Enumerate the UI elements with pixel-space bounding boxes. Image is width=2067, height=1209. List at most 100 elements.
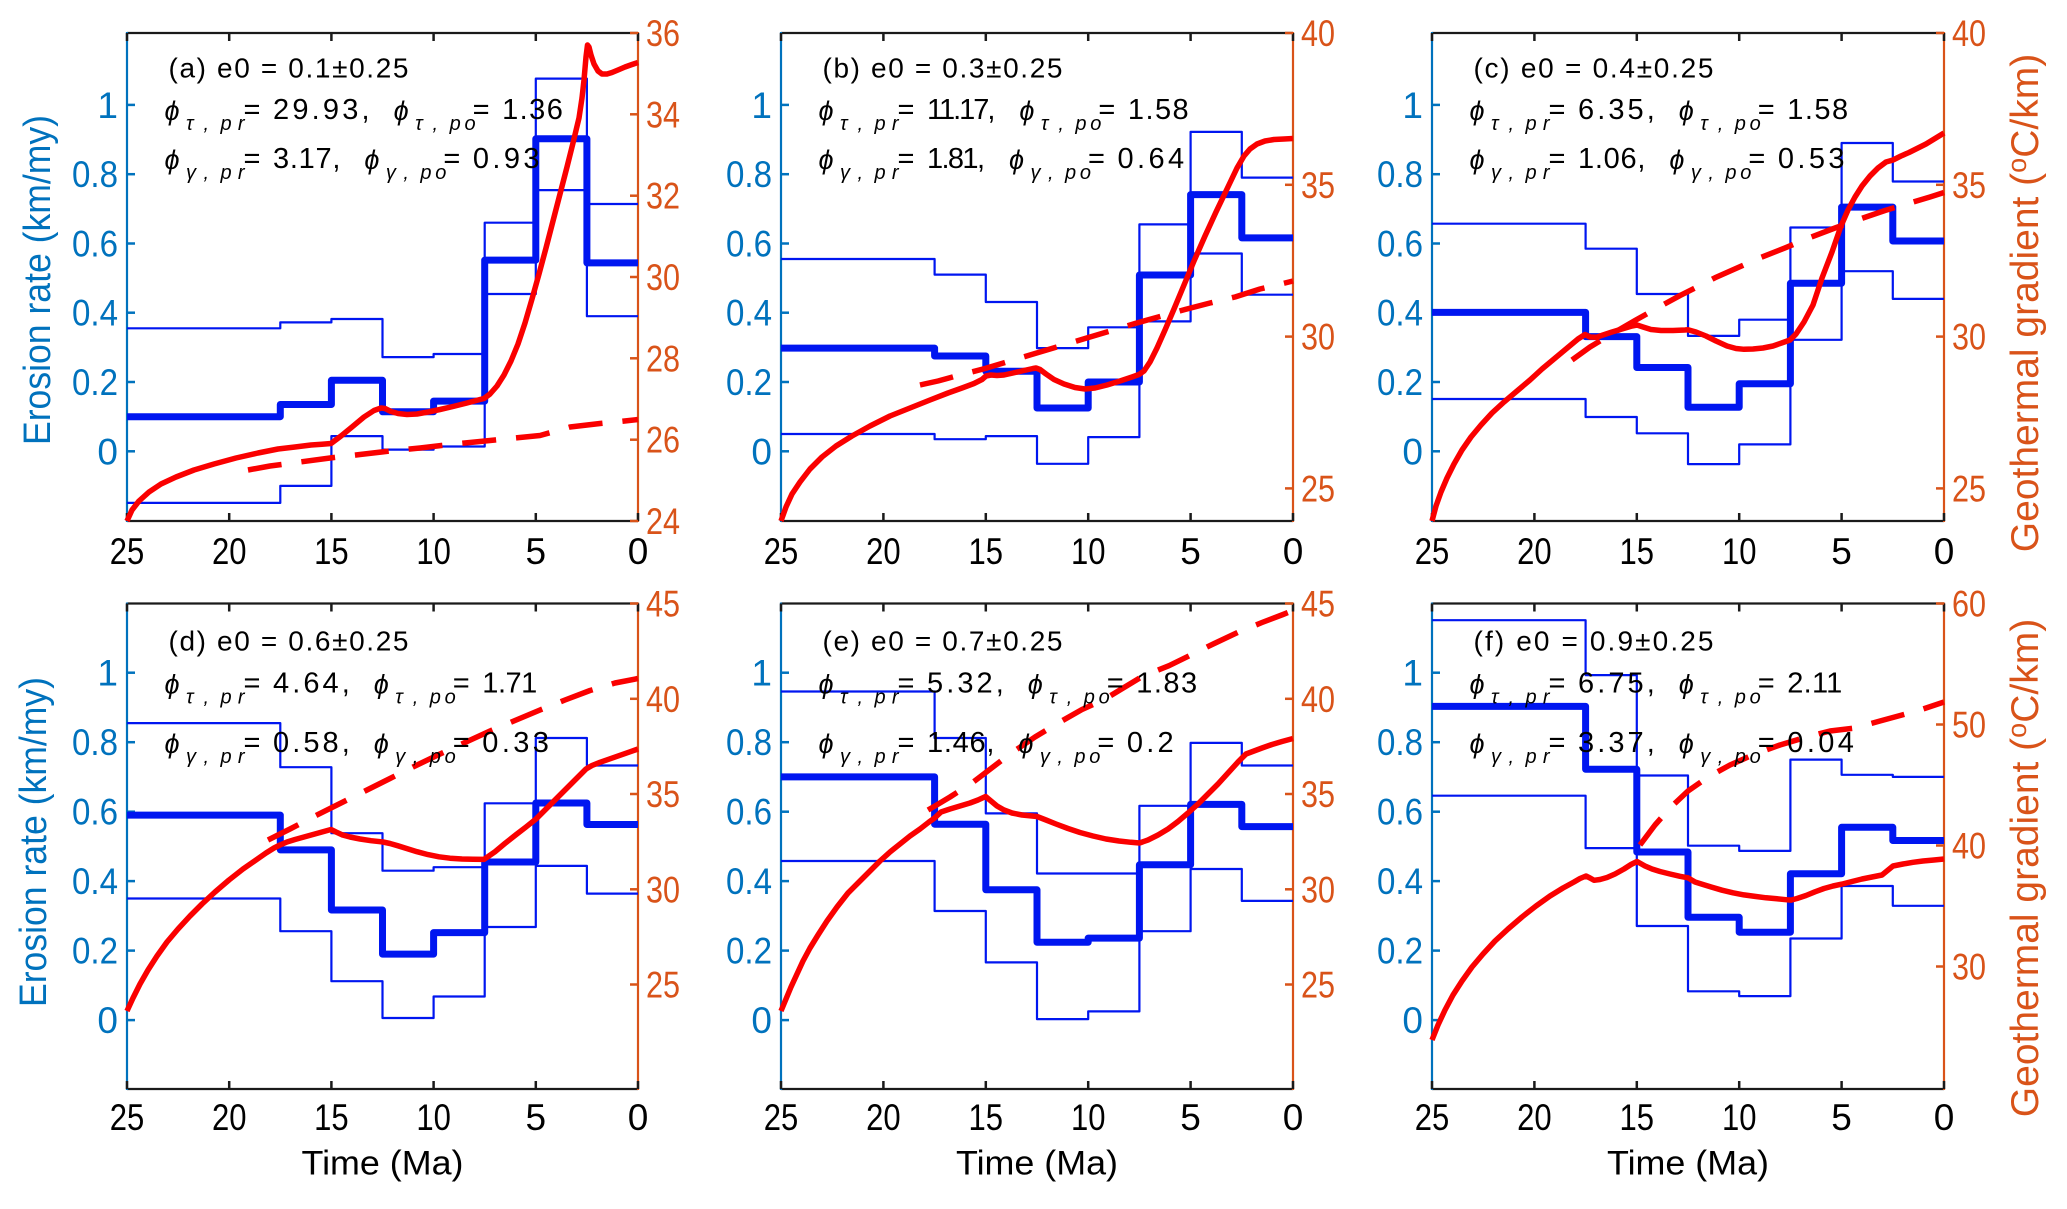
svg-text:4.64,: 4.64,	[273, 667, 350, 699]
svg-text:30: 30	[1301, 317, 1335, 358]
svg-text:=: =	[473, 94, 490, 126]
svg-text:32: 32	[646, 176, 680, 217]
svg-text:3.17,: 3.17,	[273, 143, 340, 175]
svg-text:3.37,: 3.37,	[1578, 727, 1655, 759]
svg-text:20: 20	[1517, 1097, 1552, 1138]
svg-text:25: 25	[764, 531, 799, 572]
svg-text:10: 10	[1722, 1097, 1757, 1138]
svg-text:5: 5	[1831, 1097, 1852, 1138]
svg-text:25: 25	[1952, 468, 1986, 509]
svg-text:30: 30	[1952, 317, 1986, 358]
svg-text:Erosion rate (km/my): Erosion rate (km/my)	[17, 115, 59, 445]
svg-text:2.11: 2.11	[1787, 667, 1842, 699]
svg-text:28: 28	[646, 338, 680, 379]
svg-text:ϕ: ϕ	[1679, 96, 1694, 126]
svg-text:34: 34	[646, 94, 680, 135]
svg-text:0: 0	[751, 431, 772, 472]
svg-text:0.2: 0.2	[1127, 727, 1174, 759]
svg-text:0.4: 0.4	[1377, 861, 1423, 902]
svg-text:ϕ: ϕ	[374, 669, 389, 699]
svg-text:11.17,: 11.17,	[927, 94, 995, 126]
svg-text:0.58,: 0.58,	[273, 727, 350, 759]
svg-text:=: =	[453, 667, 470, 699]
svg-text:0.6: 0.6	[1377, 792, 1423, 833]
svg-text:20: 20	[866, 1097, 901, 1138]
svg-text:=: =	[898, 143, 915, 175]
svg-text:0.2: 0.2	[726, 931, 772, 972]
svg-text:0.4: 0.4	[1377, 293, 1423, 334]
svg-text:1: 1	[1402, 653, 1423, 694]
svg-text:0.2: 0.2	[72, 931, 118, 972]
svg-text:0.6: 0.6	[726, 792, 772, 833]
svg-text:60: 60	[1952, 584, 1986, 625]
svg-text:15: 15	[314, 531, 349, 572]
svg-text:ϕ: ϕ	[1669, 145, 1684, 175]
svg-text:ϕ: ϕ	[165, 96, 180, 126]
svg-text:5.32,: 5.32,	[927, 667, 1004, 699]
svg-text:0: 0	[628, 531, 649, 572]
svg-text:=: =	[898, 667, 915, 699]
svg-text:1: 1	[97, 85, 118, 126]
svg-text:25: 25	[1301, 965, 1335, 1006]
svg-text:ϕ: ϕ	[819, 669, 834, 699]
svg-text:=: =	[1549, 143, 1566, 175]
svg-text:=: =	[1549, 667, 1566, 699]
svg-text:ϕ: ϕ	[819, 145, 834, 175]
svg-text:=: =	[898, 727, 915, 759]
svg-text:0: 0	[1934, 531, 1955, 572]
svg-text:0.53: 0.53	[1778, 143, 1845, 175]
svg-text:1: 1	[751, 85, 772, 126]
svg-text:25: 25	[1415, 531, 1450, 572]
svg-text:50: 50	[1952, 705, 1986, 746]
svg-text:20: 20	[866, 531, 901, 572]
svg-text:15: 15	[969, 1097, 1004, 1138]
svg-text:Geothermal gradient (oC/km): Geothermal gradient (oC/km)	[2002, 54, 2047, 552]
svg-text:35: 35	[1301, 165, 1335, 206]
svg-text:20: 20	[212, 531, 247, 572]
svg-text:0: 0	[97, 431, 118, 472]
svg-text:ϕ: ϕ	[165, 145, 180, 175]
svg-text:0.64: 0.64	[1118, 143, 1185, 175]
svg-text:ϕ: ϕ	[1679, 729, 1694, 759]
svg-text:0.93: 0.93	[473, 143, 540, 175]
svg-text:0: 0	[1283, 1097, 1304, 1138]
svg-text:1.58: 1.58	[1787, 94, 1848, 126]
svg-text:40: 40	[1301, 679, 1335, 720]
svg-text:26: 26	[646, 420, 680, 461]
svg-text:40: 40	[646, 679, 680, 720]
svg-text:ϕ: ϕ	[1470, 96, 1485, 126]
svg-text:30: 30	[646, 869, 680, 910]
svg-text:(d) e0 = 0.6±0.25: (d) e0 = 0.6±0.25	[169, 626, 409, 657]
svg-text:=: =	[1097, 727, 1114, 759]
svg-text:0: 0	[1402, 431, 1423, 472]
svg-text:0.33: 0.33	[482, 727, 549, 759]
svg-text:25: 25	[110, 1097, 145, 1138]
svg-text:Time (Ma): Time (Ma)	[1607, 1145, 1769, 1183]
svg-text:ϕ: ϕ	[165, 729, 180, 759]
svg-text:=: =	[443, 143, 460, 175]
svg-text:0.04: 0.04	[1787, 727, 1854, 759]
svg-text:5: 5	[526, 531, 547, 572]
svg-text:35: 35	[1952, 165, 1986, 206]
svg-text:=: =	[244, 94, 261, 126]
svg-text:15: 15	[314, 1097, 349, 1138]
svg-text:ϕ: ϕ	[1470, 669, 1485, 699]
svg-text:0: 0	[1402, 1000, 1423, 1041]
svg-text:30: 30	[1952, 947, 1986, 988]
svg-text:(e) e0 = 0.7±0.25: (e) e0 = 0.7±0.25	[823, 626, 1063, 657]
svg-text:=: =	[1088, 143, 1105, 175]
svg-text:(b) e0 = 0.3±0.25: (b) e0 = 0.3±0.25	[823, 53, 1063, 84]
svg-text:15: 15	[969, 531, 1004, 572]
svg-text:25: 25	[1301, 468, 1335, 509]
svg-text:5: 5	[1831, 531, 1852, 572]
svg-text:=: =	[1549, 94, 1566, 126]
svg-text:=: =	[453, 727, 470, 759]
svg-text:35: 35	[1301, 774, 1335, 815]
svg-text:0.2: 0.2	[72, 362, 118, 403]
svg-text:(f) e0 = 0.9±0.25: (f) e0 = 0.9±0.25	[1474, 626, 1714, 657]
svg-text:0: 0	[1283, 531, 1304, 572]
svg-text:1: 1	[751, 653, 772, 694]
svg-text:=: =	[1748, 143, 1765, 175]
svg-text:0: 0	[751, 1000, 772, 1041]
svg-text:40: 40	[1301, 13, 1335, 54]
